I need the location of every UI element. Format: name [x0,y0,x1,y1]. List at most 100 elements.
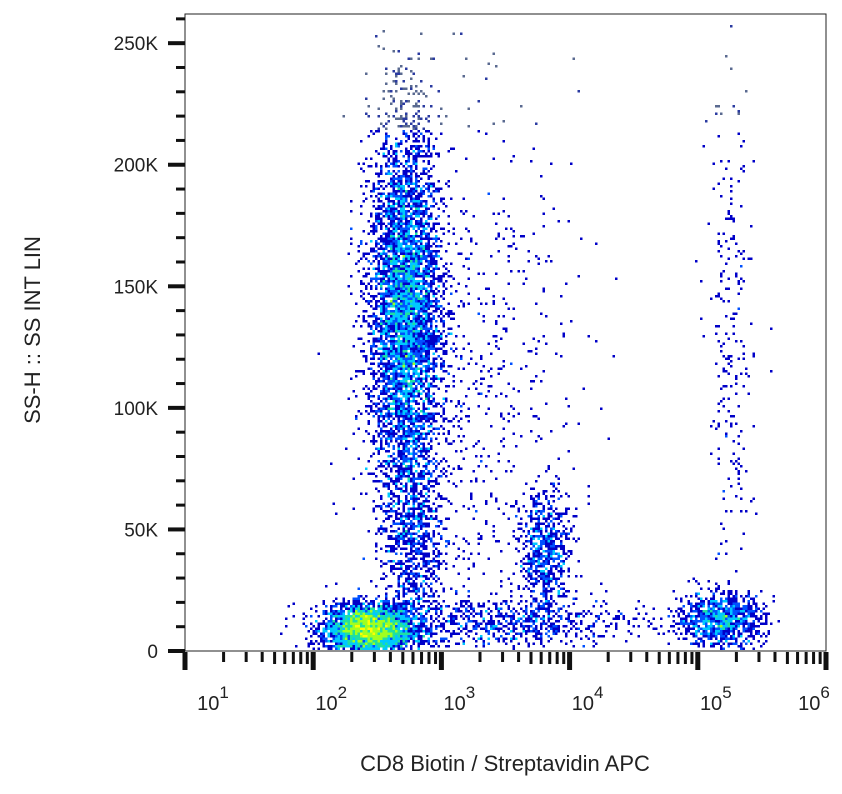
density-cell [427,265,430,268]
density-cell [310,635,313,638]
density-cell [717,610,720,613]
density-cell [395,172,398,175]
density-cell [350,640,353,643]
density-cell [382,627,385,630]
density-cell [370,240,373,243]
density-cell [385,322,388,325]
density-cell [395,357,398,360]
density-cell [397,380,400,383]
density-cell [540,565,543,568]
density-cell [417,392,420,395]
density-cell [335,615,338,618]
density-cell [530,575,533,578]
density-cell [350,645,353,648]
density-cell [385,602,388,605]
density-cell [707,635,710,638]
density-cell [442,330,445,333]
density-cell [412,265,415,268]
density-cell [545,577,548,580]
density-cell [400,150,403,153]
density-cell [395,150,398,153]
density-cell [562,525,565,528]
density-cell [387,465,390,468]
density-cell [395,352,398,355]
density-cell [407,630,410,633]
density-cell [427,317,430,320]
density-cell [705,632,708,635]
density-cell [412,482,415,485]
density-cell [565,510,568,513]
density-cell [435,187,438,190]
density-cell [417,257,420,260]
density-cell [422,200,425,203]
density-cell [432,357,435,360]
density-cell [675,632,678,635]
density-cell [367,105,370,108]
density-cell [542,595,545,598]
density-cell [407,240,410,243]
density-cell [400,452,403,455]
density-cell [337,610,340,613]
density-cell [445,390,448,393]
density-cell [410,377,413,380]
density-cell [362,355,365,358]
density-cell [522,562,525,565]
density-cell [705,625,708,628]
density-cell [415,542,418,545]
density-cell [315,640,318,643]
density-cell [342,610,345,613]
density-cell [410,242,413,245]
density-cell [385,630,388,633]
density-cell [545,597,548,600]
density-cell [347,607,350,610]
density-cell [430,437,433,440]
density-cell [682,620,685,623]
density-cell [547,630,550,633]
density-cell [407,355,410,358]
density-cell [417,640,420,643]
density-cell [532,545,535,548]
density-cell [412,145,415,148]
density-cell [390,222,393,225]
density-cell [337,645,340,648]
density-cell [527,575,530,578]
density-cell [340,635,343,638]
density-cell [397,437,400,440]
density-cell [415,207,418,210]
density-cell [410,387,413,390]
density-cell [417,382,420,385]
density-cell [652,607,655,610]
density-cell [565,557,568,560]
density-cell [415,200,418,203]
density-cell [420,495,423,498]
density-cell [375,315,378,318]
density-cell [417,285,420,288]
density-cell [392,340,395,343]
density-cell [397,180,400,183]
density-cell [717,607,720,610]
density-cell [377,277,380,280]
density-cell [415,182,418,185]
density-cell [397,240,400,243]
density-cell [377,632,380,635]
density-cell [402,297,405,300]
density-cell [385,262,388,265]
density-cell [407,332,410,335]
density-cell [317,642,320,645]
density-cell [455,617,458,620]
density-cell [430,382,433,385]
density-cell [467,595,470,598]
density-cell [427,285,430,288]
density-cell [390,270,393,273]
density-cell [400,607,403,610]
density-cell [390,367,393,370]
density-cell [420,330,423,333]
density-cell [690,602,693,605]
density-cell [417,412,420,415]
density-cell [370,367,373,370]
density-cell [415,412,418,415]
density-cell [435,190,438,193]
density-cell [417,105,420,108]
density-cell [420,260,423,263]
density-cell [532,562,535,565]
